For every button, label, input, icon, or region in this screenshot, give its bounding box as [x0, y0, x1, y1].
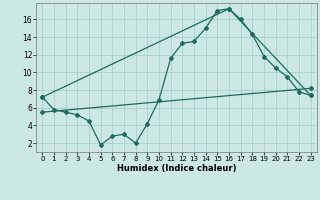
X-axis label: Humidex (Indice chaleur): Humidex (Indice chaleur): [117, 164, 236, 173]
